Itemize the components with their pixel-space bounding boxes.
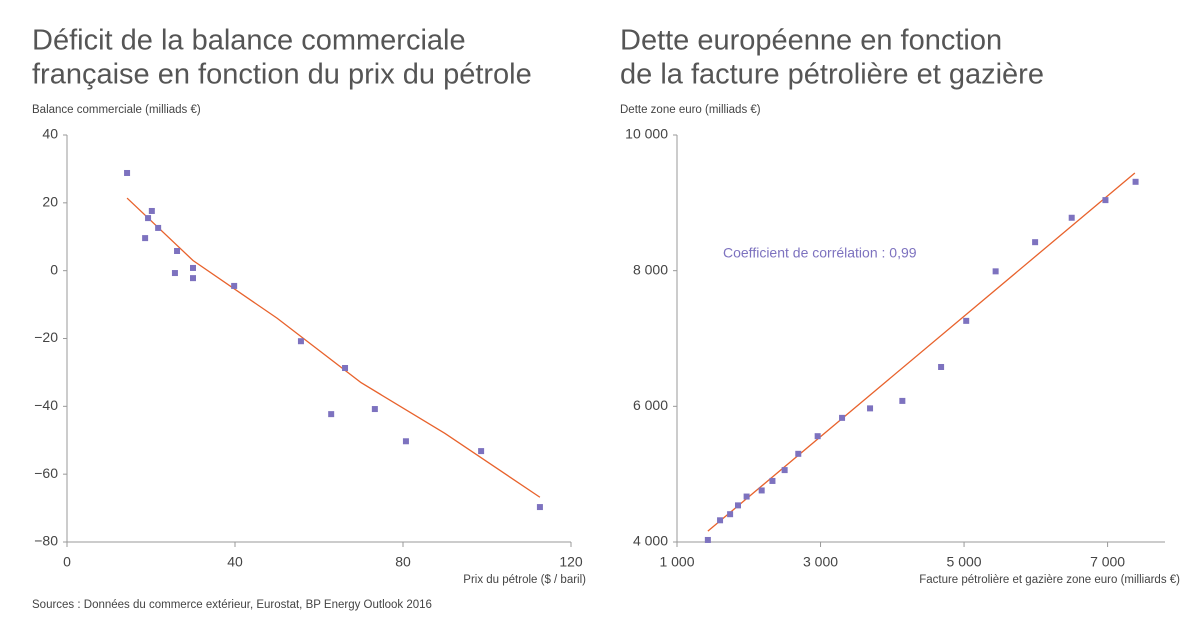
sources: Sources : Données du commerce extérieur,… [32,599,432,611]
point [1032,239,1039,246]
point [231,282,238,289]
y-tick-label: −60 [34,465,58,481]
x-tick-label: 3 000 [803,554,838,570]
point [155,224,162,231]
point [899,397,906,404]
point [814,433,821,440]
y-tick-label: 8 000 [633,261,668,277]
point [867,405,874,412]
point [769,477,776,484]
x-tick-label: 40 [227,554,243,570]
annotation: Coefficient de corrélation : 0,99 [723,245,917,261]
point [536,504,543,511]
point [328,411,335,418]
point [371,406,378,413]
chart-title: de la facture pétrolière et gazière [620,59,1044,91]
y-tick-label: −20 [34,329,58,345]
point [171,270,178,277]
x-axis-label: Prix du pétrole ($ / baril) [463,574,586,586]
point [148,207,155,214]
point [1102,197,1109,204]
point [743,493,750,500]
y-tick-label: 10 000 [625,126,668,142]
point [478,448,485,455]
y-axis-label: Balance commerciale (milliads €) [32,104,201,116]
point [1132,178,1139,185]
point [297,338,304,345]
point [145,215,152,222]
point [124,169,131,176]
point [839,414,846,421]
point [174,247,181,254]
point [963,317,970,324]
point [938,363,945,370]
chart-title: Déficit de la balance commerciale [32,25,466,57]
x-tick-label: 1 000 [659,554,694,570]
y-tick-label: 0 [50,261,58,277]
x-tick-label: 7 000 [1090,554,1125,570]
point [795,450,802,457]
point [727,511,734,518]
x-tick-label: 5 000 [947,554,982,570]
point [704,536,711,543]
chart-title: Dette européenne en fonction [620,25,1002,57]
y-tick-label: 40 [42,126,58,142]
point [1068,214,1075,221]
x-tick-label: 80 [395,554,411,570]
point [342,365,349,372]
y-tick-label: 4 000 [633,533,668,549]
x-axis-label: Facture pétrolière et gazière zone euro … [919,574,1180,586]
x-tick-label: 0 [63,554,71,570]
y-tick-label: 20 [42,194,58,210]
point [758,487,765,494]
point [190,275,196,282]
point [735,502,741,509]
point [190,264,196,271]
y-axis-label: Dette zone euro (milliads €) [620,104,761,116]
point [781,467,788,474]
y-tick-label: −40 [34,397,58,413]
y-tick-label: −80 [34,533,58,549]
point [142,235,149,242]
x-tick-label: 120 [559,554,583,570]
point [402,438,409,445]
trend-line [707,172,1136,532]
point [717,517,724,524]
point [992,268,999,275]
trend-line [126,197,541,498]
chart-title: française en fonction du prix du pétrole [32,59,532,91]
y-tick-label: 6 000 [633,397,668,413]
